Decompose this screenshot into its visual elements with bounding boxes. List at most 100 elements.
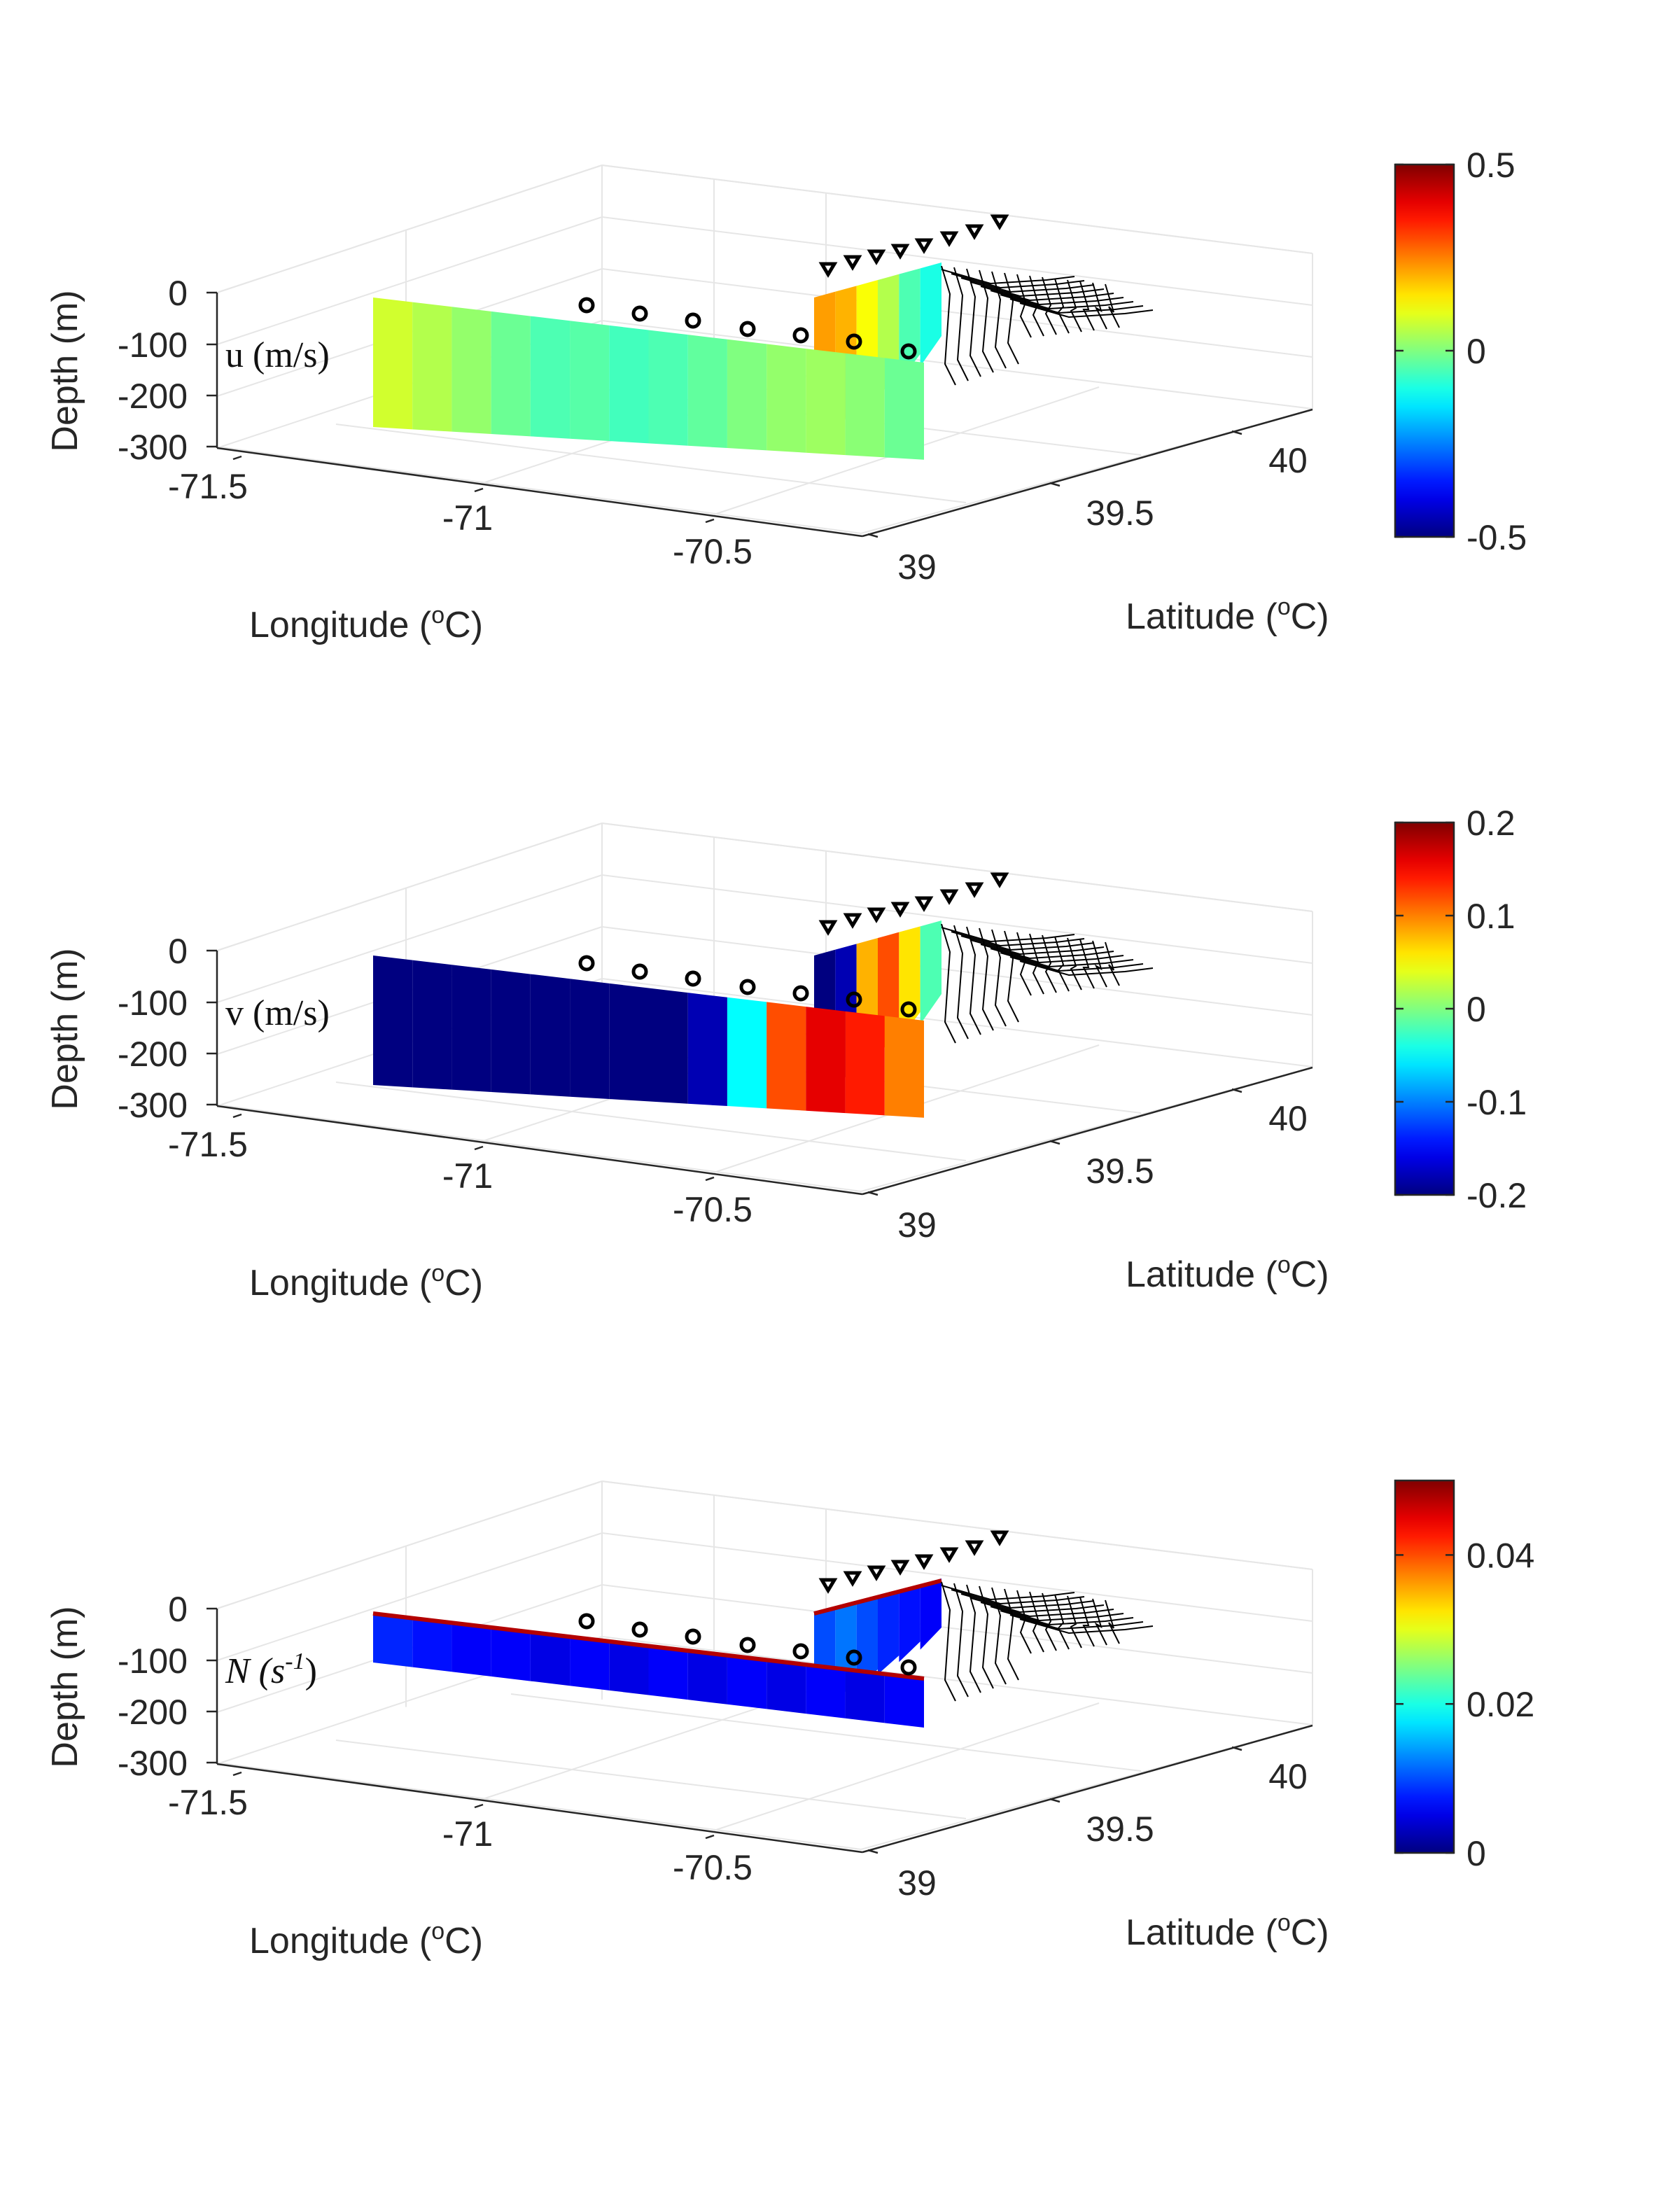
bathymetry-line <box>1067 279 1082 332</box>
bathymetry-line <box>991 1587 1007 1685</box>
grid-line <box>601 1532 1313 1622</box>
longitude-tick-label: -70.5 <box>673 532 752 571</box>
bathymetry-line <box>1079 939 1095 989</box>
along-shelf-cell <box>530 974 570 1097</box>
bathymetry-line <box>991 271 1007 369</box>
bathymetry-line <box>951 273 1085 289</box>
colorbar-tick-label: -0.2 <box>1466 1176 1527 1215</box>
latitude-tick-mark <box>1049 482 1060 487</box>
longitude-tick-mark <box>705 1834 715 1840</box>
grid-line <box>216 216 603 345</box>
cross-shelf-cell <box>920 920 941 1025</box>
along-shelf-cell <box>766 1660 806 1714</box>
depth-tick-label: -200 <box>118 1035 188 1074</box>
bathymetry-mesh <box>941 1581 1154 1702</box>
bathymetry-line <box>953 925 969 1040</box>
bathymetry-line <box>1004 1588 1019 1681</box>
station-circle-marker <box>578 1613 595 1630</box>
along-shelf-cell <box>491 311 531 437</box>
bathymetry-line <box>1067 1595 1082 1648</box>
cross-shelf-cell <box>920 262 941 367</box>
bathymetry-line <box>979 1586 994 1689</box>
along-shelf-cell <box>884 1674 924 1728</box>
chart-panel-1: 0 -100 -200 -300-71.5 -71 -70.5 39 39.5 40 Depth … <box>45 146 1527 645</box>
bathymetry-line <box>1054 936 1070 992</box>
longitude-tick-label: -71.5 <box>168 467 248 506</box>
station-circle-marker <box>792 1643 809 1660</box>
station-triangle-marker <box>939 231 959 247</box>
latitude-tick-mark <box>1049 1798 1060 1803</box>
grid-line <box>601 926 1313 1016</box>
station-circle-marker <box>578 955 595 972</box>
station-circle-marker <box>846 1649 862 1666</box>
station-triangle-marker <box>990 1530 1009 1546</box>
station-triangle-marker <box>939 1547 959 1563</box>
bathymetry-line <box>966 1584 981 1693</box>
along-shelf-cell <box>373 955 413 1088</box>
grid-line <box>216 164 603 293</box>
along-shelf-cell <box>845 1011 885 1116</box>
along-shelf-cell <box>687 1651 727 1704</box>
chart-panel-2: 0 -100 -200 -300-71.5 -71 -70.5 39 39.5 40 Depth … <box>45 804 1527 1303</box>
longitude-axis-line <box>216 447 863 538</box>
along-shelf-cell <box>530 316 570 439</box>
depth-tick-label: 0 <box>168 274 188 313</box>
station-triangle-marker <box>990 872 1009 888</box>
station-triangle-marker <box>867 907 886 923</box>
along-shelf-cell <box>766 1002 806 1111</box>
bathymetry-line <box>980 286 1114 302</box>
grid-line <box>510 1693 1142 1772</box>
bathymetry-line <box>941 1585 1075 1601</box>
variable-label: v (m/s) <box>225 993 330 1033</box>
grid-line <box>216 1480 603 1609</box>
latitude-tick-label: 39 <box>897 547 937 587</box>
latitude-axis-line <box>862 1066 1313 1196</box>
depth-tick-label: 0 <box>168 932 188 971</box>
grid-line <box>216 822 603 951</box>
latitude-tick-mark <box>867 1191 878 1196</box>
latitude-axis-line <box>862 1724 1313 1854</box>
bathymetry-line <box>1009 1614 1144 1630</box>
sections <box>372 1578 942 1728</box>
longitude-tick-label: -71.5 <box>168 1783 248 1822</box>
bathymetry-line <box>1029 275 1044 337</box>
depth-tick-label: -100 <box>118 983 188 1023</box>
along-shelf-cell <box>727 339 767 451</box>
station-markers <box>578 1530 1009 1676</box>
station-triangle-marker <box>890 902 910 918</box>
station-circle-marker <box>631 1621 648 1638</box>
longitude-tick-mark <box>232 1771 242 1777</box>
latitude-tick-mark <box>1231 1088 1242 1093</box>
bathymetry-line <box>980 1602 1114 1618</box>
along-shelf-cell <box>884 1016 924 1118</box>
latitude-tick-label: 39.5 <box>1086 1152 1154 1191</box>
bathymetry-line <box>980 944 1114 960</box>
along-shelf-cell <box>570 321 610 442</box>
latitude-tick-mark <box>867 1849 878 1854</box>
longitude-tick-mark <box>232 1113 242 1119</box>
cross-shelf-cell <box>878 1590 899 1674</box>
bathymetry-line <box>1092 282 1107 330</box>
cross-shelf-cell <box>899 1584 920 1662</box>
latitude-tick-label: 40 <box>1268 1099 1308 1138</box>
bathymetry-line <box>1079 1597 1095 1647</box>
station-markers <box>578 214 1009 360</box>
bathymetry-line <box>1019 1618 1154 1634</box>
station-triangle-marker <box>843 255 862 271</box>
bathymetry-line <box>1019 960 1154 976</box>
longitude-tick-label: -70.5 <box>673 1848 752 1887</box>
grid-line <box>601 268 1313 358</box>
station-triangle-marker <box>990 214 1009 230</box>
station-circle-marker <box>685 312 701 329</box>
longitude-tick-mark <box>474 487 484 493</box>
longitude-tick-label: -71 <box>442 1156 493 1196</box>
longitude-tick-mark <box>705 1176 715 1182</box>
latitude-axis-line <box>862 408 1313 538</box>
along-shelf-cell <box>884 358 924 460</box>
station-circle-marker <box>739 321 756 337</box>
bathymetry-line <box>951 1589 1085 1605</box>
station-triangle-marker <box>914 896 934 912</box>
bathymetry-line <box>1029 1591 1044 1653</box>
longitude-tick-label: -70.5 <box>673 1190 752 1229</box>
